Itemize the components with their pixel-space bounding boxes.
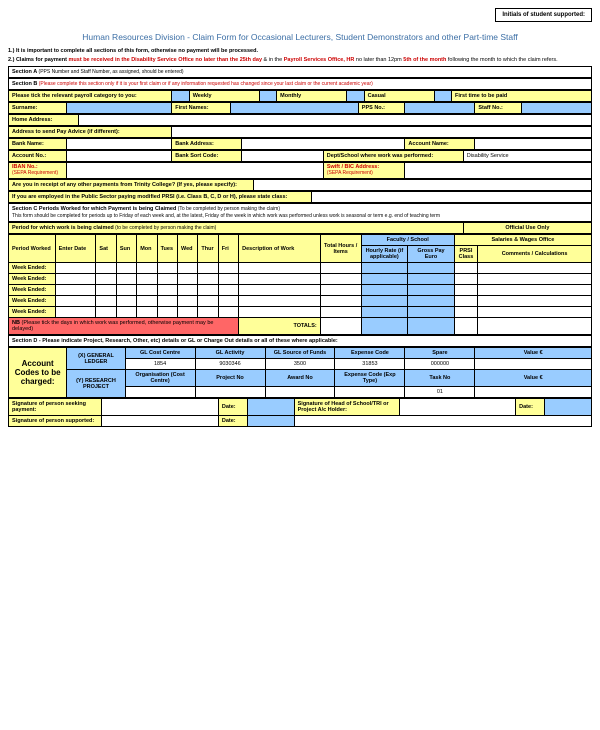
pps-field[interactable] — [405, 103, 475, 114]
surname-field[interactable] — [67, 103, 172, 114]
firstnames-field[interactable] — [230, 103, 358, 114]
section-a-header: Section A (PPS Number and Staff Number, … — [8, 66, 592, 78]
staff-field[interactable] — [521, 103, 591, 114]
account-codes-table: Account Codes to be charged: (X) GENERAL… — [8, 347, 592, 398]
section-c-header: Section C Periods Worked for which Payme… — [8, 203, 592, 222]
section-d-header: Section D - Please indicate Project, Res… — [8, 335, 592, 347]
bank-row1: Bank Name: Bank Address: Account Name: — [8, 138, 592, 150]
tick-label: Please tick the relevant payroll categor… — [9, 91, 172, 102]
instruction-2: 2.) Claims for payment must be received … — [8, 57, 592, 64]
monthly-check[interactable] — [259, 91, 276, 102]
bank-row2: Account No.: Bank Sort Code: Dept/School… — [8, 150, 592, 162]
payaddr-field[interactable] — [172, 127, 592, 138]
personal-details: Surname: First Names: PPS No.: Staff No.… — [8, 102, 592, 114]
timesheet-table: Period Worked Enter Date Sat Sun Mon Tue… — [8, 234, 592, 335]
tick-row: Please tick the relevant payroll categor… — [8, 90, 592, 102]
iban-row: IBAN No.:(SEPA Requirement) Swift / BIC … — [8, 162, 592, 179]
initials-box: Initials of student supported: — [495, 8, 592, 22]
casual-check[interactable] — [347, 91, 364, 102]
signature-table: Signature of person seeking payment: Dat… — [8, 398, 592, 427]
firsttime-check[interactable] — [434, 91, 451, 102]
weekly-check[interactable] — [172, 91, 189, 102]
periods-header: Period for which work is being claimed (… — [8, 222, 592, 234]
section-b-header: Section B (Please complete this section … — [8, 78, 592, 90]
home-field[interactable] — [78, 115, 591, 126]
instruction-1: 1.) It is important to complete all sect… — [8, 48, 592, 55]
form-title: Human Resources Division - Claim Form fo… — [8, 26, 592, 48]
